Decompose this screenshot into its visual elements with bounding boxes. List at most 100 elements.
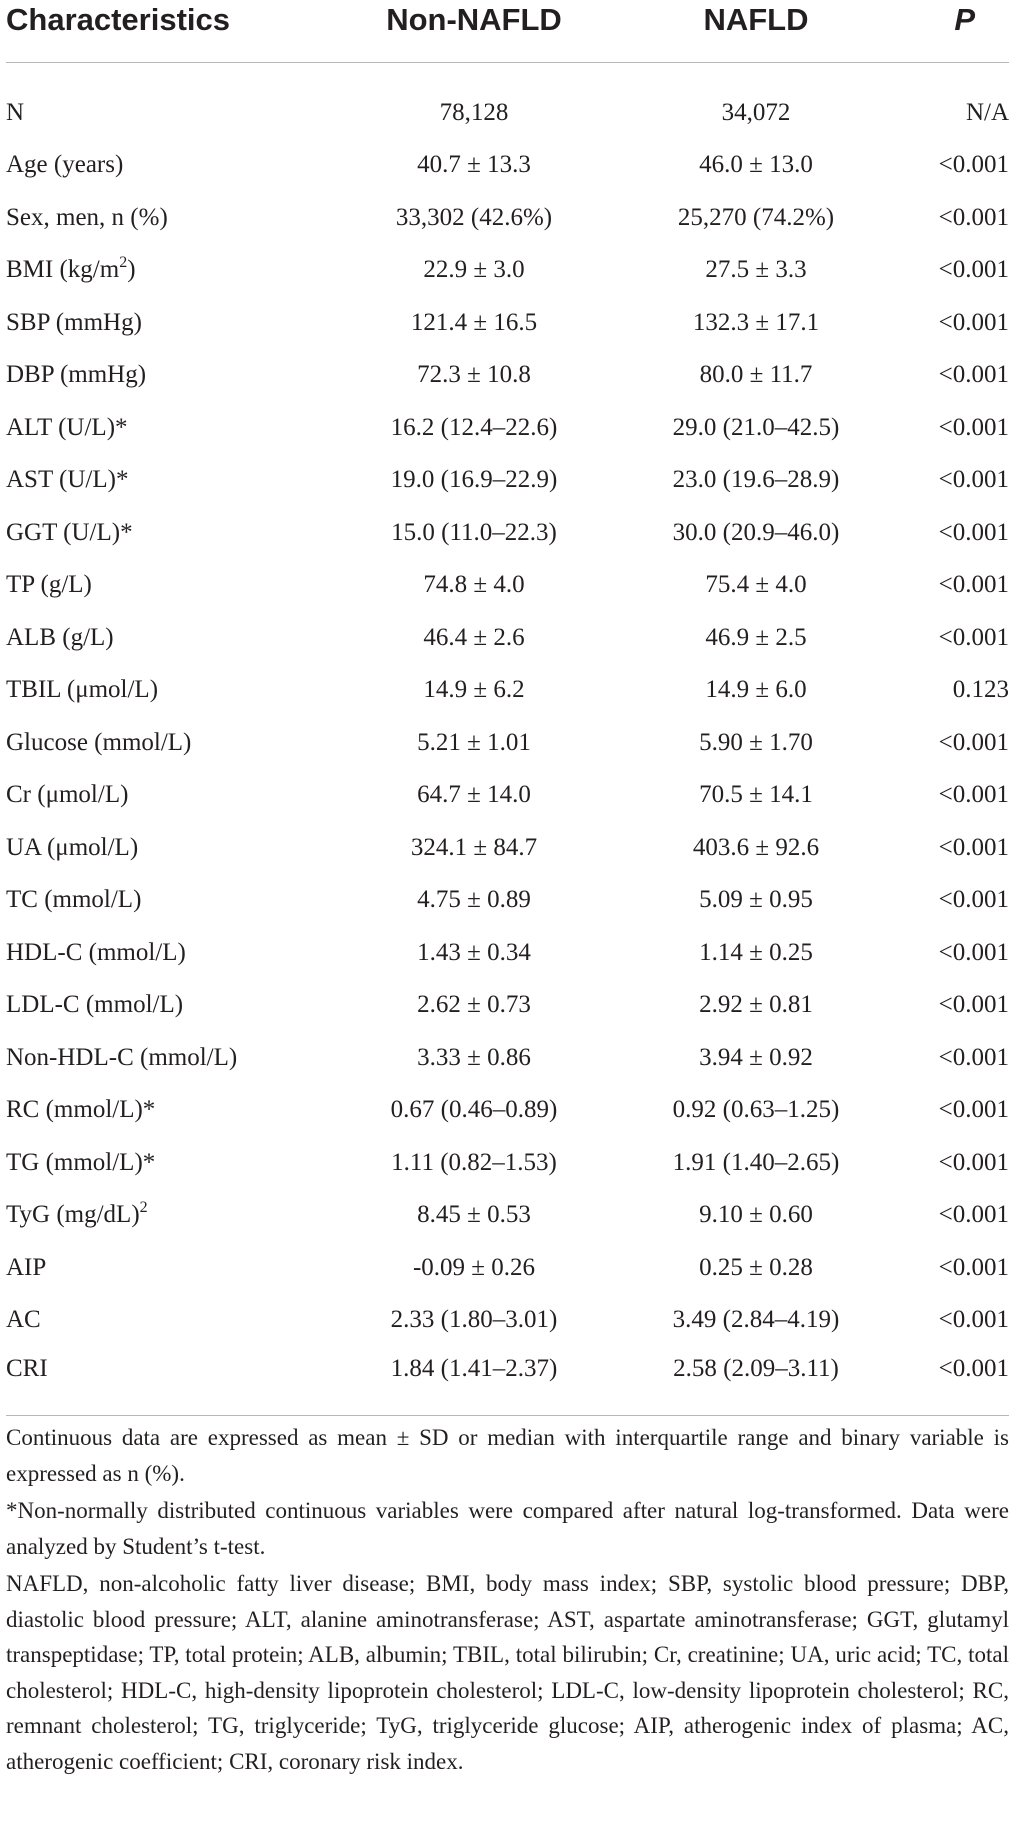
row-label: TBIL (μmol/L)	[6, 664, 328, 717]
table-row: Age (years) 40.7 ± 13.3 46.0 ± 13.0 <0.001	[6, 139, 1009, 192]
cell-non-nafld: 8.45 ± 0.53	[417, 1201, 531, 1229]
table-header: Characteristics Non-NAFLD NAFLD P	[6, 0, 1009, 63]
row-label-text: DBP (mmHg)	[6, 361, 147, 389]
row-label-text: Sex, men, n (%)	[6, 203, 168, 231]
table-row: LDL-C (mmol/L) 2.62 ± 0.73 2.92 ± 0.81 <0.0…	[6, 979, 1009, 1032]
cell-p-value: <0.001	[938, 518, 1009, 546]
row-label-text: BMI (kg/m	[6, 256, 120, 284]
table-row: Cr (μmol/L) 64.7 ± 14.0 70.5 ± 14.1 <0.001	[6, 769, 1009, 822]
cell-non-nafld: 324.1 ± 84.7	[410, 833, 538, 861]
row-label-text: AST (U/L)*	[6, 466, 129, 494]
table-row: Sex, men, n (%) 33,302 (42.6%) 25,270 (74.…	[6, 192, 1009, 245]
row-label-text: CRI	[6, 1354, 48, 1382]
cell-nafld: 46.0 ± 13.0	[699, 151, 813, 179]
cell-p-value: <0.001	[938, 203, 1009, 231]
cell-nafld: 0.92 (0.63–1.25)	[672, 1096, 840, 1124]
characteristics-table-container: Characteristics Non-NAFLD NAFLD P N 78,12…	[6, 0, 1009, 1416]
cell-p-value: <0.001	[892, 1346, 1009, 1416]
cell-non-nafld: 2.33 (1.80–3.01)	[390, 1306, 558, 1334]
cell-nafld: 403.6 ± 92.6	[692, 833, 820, 861]
row-label-superscript: 2	[139, 1199, 148, 1217]
table-row: TG (mmol/L)* 1.11 (0.82–1.53) 1.91 (1.40–2…	[6, 1137, 1009, 1190]
footnote-abbreviations: NAFLD, non-alcoholic fatty liver disease…	[6, 1571, 1009, 1774]
row-label-text: TG (mmol/L)*	[6, 1148, 156, 1176]
row-label-text: UA (μmol/L)	[6, 833, 139, 861]
table-row: TP (g/L) 74.8 ± 4.0 75.4 ± 4.0 <0.001	[6, 559, 1009, 612]
cell-p-value: <0.001	[938, 1096, 1009, 1124]
cell-non-nafld: 1.11 (0.82–1.53)	[391, 1148, 557, 1176]
table-row: ALT (U/L)* 16.2 (12.4–22.6) 29.0 (21.0–42.…	[6, 402, 1009, 455]
cell-nafld: 0.25 ± 0.28	[699, 1253, 813, 1281]
row-label-text: ALB (g/L)	[6, 623, 114, 651]
table-row: AC 2.33 (1.80–3.01) 3.49 (2.84–4.19) <0.001	[6, 1294, 1009, 1347]
row-label-text: TC (mmol/L)	[6, 886, 142, 914]
row-label: AST (U/L)*	[6, 454, 328, 507]
footnote-log-transform: *Non-normally distributed continuous var…	[6, 1498, 1009, 1559]
cell-nafld: 5.09 ± 0.95	[699, 886, 813, 914]
cell-non-nafld: 121.4 ± 16.5	[410, 308, 538, 336]
cell-nafld: 25,270 (74.2%)	[677, 203, 835, 231]
row-label-text: TP (g/L)	[6, 571, 92, 599]
row-label-superscript: 2	[119, 254, 128, 272]
characteristics-table: Characteristics Non-NAFLD NAFLD P N 78,12…	[6, 0, 1009, 1416]
cell-non-nafld: 1.84 (1.41–2.37)	[328, 1346, 620, 1416]
cell-p-value: <0.001	[938, 623, 1009, 651]
cell-non-nafld: 0.67 (0.46–0.89)	[390, 1096, 558, 1124]
cell-nafld: 2.92 ± 0.81	[699, 991, 813, 1019]
cell-nafld: 2.58 (2.09–3.11)	[620, 1346, 892, 1416]
table-row: ALB (g/L) 46.4 ± 2.6 46.9 ± 2.5 <0.001	[6, 612, 1009, 665]
row-label-text: TyG (mg/dL)	[6, 1201, 140, 1229]
cell-non-nafld: 19.0 (16.9–22.9)	[390, 466, 558, 494]
cell-p-value: <0.001	[938, 991, 1009, 1019]
row-label: TC (mmol/L)	[6, 874, 328, 927]
cell-nafld: 9.10 ± 0.60	[699, 1201, 813, 1229]
cell-nafld: 70.5 ± 14.1	[699, 781, 813, 809]
header-row: Characteristics Non-NAFLD NAFLD P	[6, 0, 1009, 63]
row-label: Cr (μmol/L)	[6, 769, 328, 822]
row-label-text: RC (mmol/L)*	[6, 1096, 156, 1124]
row-label-text: TBIL (μmol/L)	[6, 676, 159, 704]
table-row: UA (μmol/L) 324.1 ± 84.7 403.6 ± 92.6 <0.00…	[6, 822, 1009, 875]
row-label: Non-HDL-C (mmol/L)	[6, 1032, 328, 1085]
row-label-suffix: )	[127, 256, 136, 284]
cell-p-value: <0.001	[938, 308, 1009, 336]
cell-p-value: <0.001	[938, 728, 1009, 756]
cell-non-nafld: 15.0 (11.0–22.3)	[391, 518, 557, 546]
cell-non-nafld: 46.4 ± 2.6	[423, 623, 525, 651]
cell-non-nafld: 78,128	[439, 99, 509, 126]
cell-non-nafld: 3.33 ± 0.86	[417, 1043, 531, 1071]
row-label: AC	[6, 1294, 328, 1347]
cell-non-nafld: 74.8 ± 4.0	[423, 571, 525, 599]
table-row: AIP -0.09 ± 0.26 0.25 ± 0.28 <0.001	[6, 1242, 1009, 1295]
table-row: TC (mmol/L) 4.75 ± 0.89 5.09 ± 0.95 <0.001	[6, 874, 1009, 927]
cell-nafld: 1.91 (1.40–2.65)	[672, 1148, 840, 1176]
cell-non-nafld: 16.2 (12.4–22.6)	[390, 413, 558, 441]
cell-p-value: N/A	[965, 99, 1009, 126]
table-row: TBIL (μmol/L) 14.9 ± 6.2 14.9 ± 6.0 0.123	[6, 664, 1009, 717]
row-label: RC (mmol/L)*	[6, 1084, 328, 1137]
cell-non-nafld: 22.9 ± 3.0	[423, 256, 525, 284]
header-nafld: NAFLD	[620, 0, 892, 63]
row-label: DBP (mmHg)	[6, 349, 328, 402]
row-label-text: Glucose (mmol/L)	[6, 728, 192, 756]
cell-nafld: 30.0 (20.9–46.0)	[672, 518, 840, 546]
row-label: Glucose (mmol/L)	[6, 717, 328, 770]
row-label-text: Non-HDL-C (mmol/L)	[6, 1043, 238, 1071]
row-label: ALB (g/L)	[6, 612, 328, 665]
cell-nafld: 34,072	[721, 99, 791, 126]
table-row: HDL-C (mmol/L) 1.43 ± 0.34 1.14 ± 0.25 <0.0…	[6, 927, 1009, 980]
cell-p-value: <0.001	[938, 1253, 1009, 1281]
cell-p-value: <0.001	[938, 833, 1009, 861]
row-label: TP (g/L)	[6, 559, 328, 612]
row-label: TG (mmol/L)*	[6, 1137, 328, 1190]
cell-nafld: 46.9 ± 2.5	[705, 623, 807, 651]
cell-nafld: 5.90 ± 1.70	[699, 728, 813, 756]
cell-nafld: 1.14 ± 0.25	[699, 938, 813, 966]
cell-non-nafld: 5.21 ± 1.01	[417, 728, 531, 756]
row-label-text: HDL-C (mmol/L)	[6, 938, 186, 966]
table-row: BMI (kg/m2) 22.9 ± 3.0 27.5 ± 3.3 <0.001	[6, 244, 1009, 297]
row-label: ALT (U/L)*	[6, 402, 328, 455]
cell-non-nafld: 1.43 ± 0.34	[417, 938, 531, 966]
cell-p-value: <0.001	[938, 781, 1009, 809]
row-label-text: LDL-C (mmol/L)	[6, 991, 184, 1019]
